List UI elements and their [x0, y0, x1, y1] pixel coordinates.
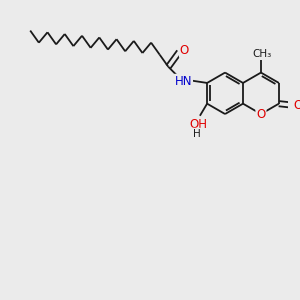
Text: OH: OH	[190, 118, 208, 131]
Text: O: O	[256, 107, 266, 121]
Text: O: O	[293, 99, 300, 112]
Text: H: H	[193, 129, 200, 139]
Text: HN: HN	[175, 75, 192, 88]
Text: CH₃: CH₃	[252, 49, 271, 59]
Text: O: O	[180, 44, 189, 57]
